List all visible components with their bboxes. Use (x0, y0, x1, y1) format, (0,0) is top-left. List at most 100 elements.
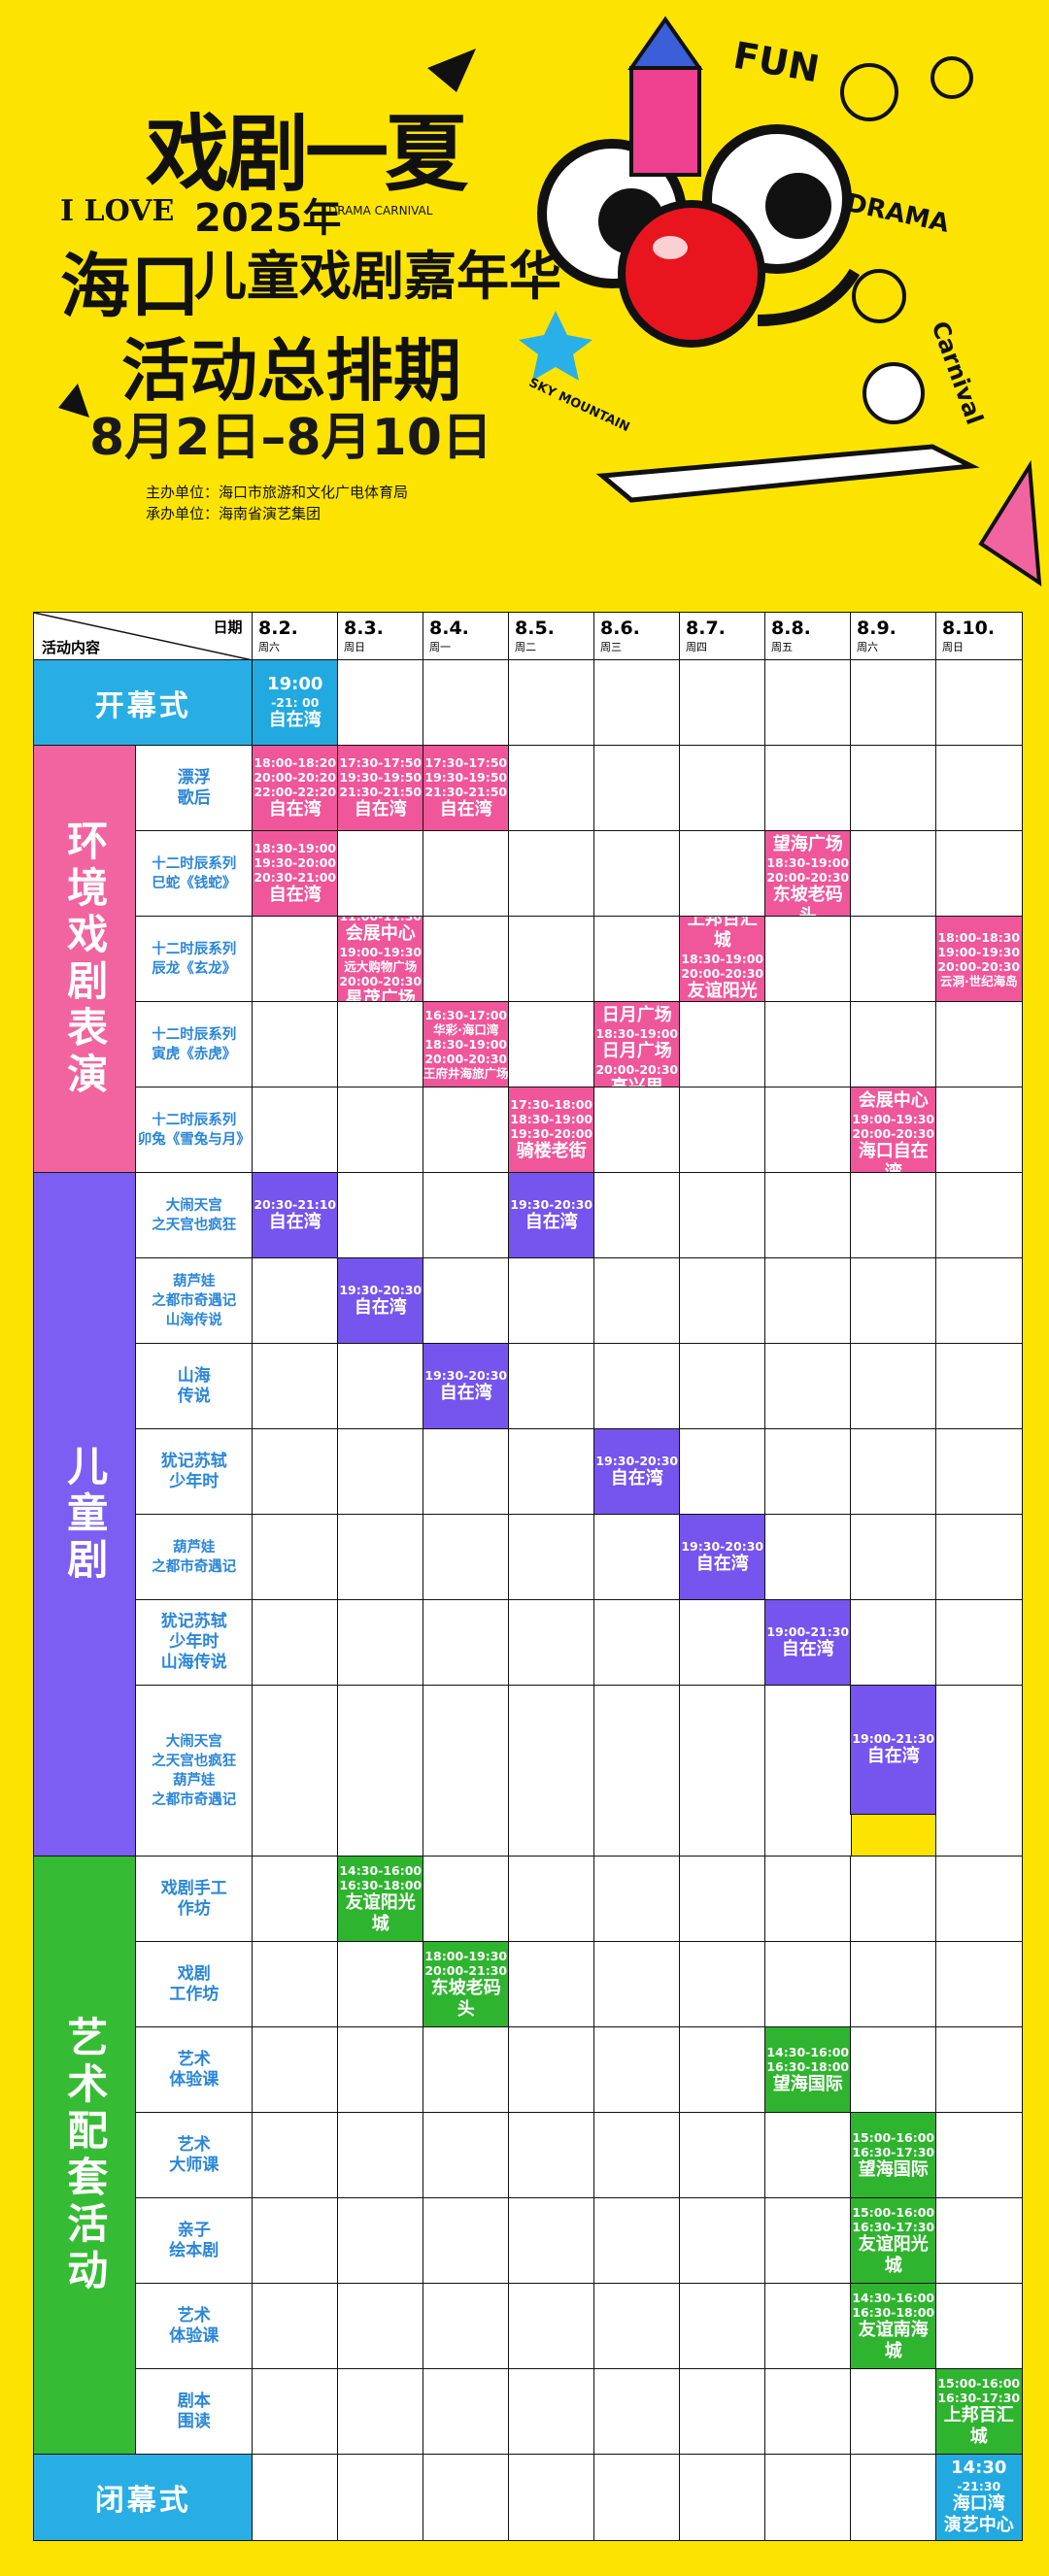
row-label-line: 戏剧 (177, 1963, 211, 1984)
empty-cell (764, 916, 852, 1003)
row-label-line: 少年时 (169, 1632, 220, 1653)
row-label: 戏剧手工 作坊 (135, 1856, 254, 1943)
row-label-line: 之都市奇遇记 (152, 1558, 237, 1575)
row-label-line: 艺术 (177, 2134, 211, 2155)
nose (618, 200, 765, 348)
empty-cell (679, 1428, 766, 1516)
empty-cell (935, 1599, 1023, 1687)
party-hat (978, 459, 1042, 586)
event-line: 自在湾 (354, 799, 407, 820)
empty-cell (593, 916, 681, 1003)
corner-date: 日期 (213, 619, 243, 636)
event-line: 19:00-21:30 (766, 1624, 850, 1640)
empty-cell (508, 830, 595, 918)
empty-cell (423, 2454, 510, 2541)
row-label-line: 大闹天宫 (165, 1733, 222, 1750)
empty-cell (593, 2454, 681, 2541)
event-line: 18:30-19:00 (595, 1026, 679, 1042)
event-line: 自在湾 (781, 1639, 834, 1660)
row-label-line: 巳蛇《钱蛇》 (152, 875, 237, 891)
event-line: 14:30-16:00 (852, 2290, 935, 2305)
event-line: 自在湾 (866, 1746, 920, 1767)
row-label: 十二时辰系列 巳蛇《钱蛇》 (135, 830, 254, 918)
event-line: 19:30-19:50 (339, 770, 423, 786)
event-line: 自在湾 (268, 799, 321, 820)
row-label-line: 剧本 (177, 2391, 211, 2411)
empty-cell (423, 2026, 510, 2114)
empty-cell (935, 1941, 1023, 2028)
empty-cell (679, 1685, 766, 1857)
event-cell: 18:00-19:30 20:00-21:30 东坡老码头 (423, 1941, 510, 2028)
group-cell: 环境戏剧表演 (33, 745, 137, 1174)
event-line: 自在湾 (268, 885, 321, 906)
empty-cell (935, 1172, 1023, 1259)
row-label: 戏剧 工作坊 (135, 1941, 254, 2028)
row-label: 亲子 绘本剧 (135, 2197, 254, 2285)
empty-cell (593, 1941, 681, 2028)
event-line: 高兴里 (610, 1077, 663, 1088)
event-line: 16:30-17:00 (766, 831, 849, 834)
empty-cell (508, 2112, 595, 2199)
empty-cell (508, 2197, 595, 2285)
empty-cell (935, 659, 1023, 747)
group-cell: 儿童剧 (33, 1172, 137, 1857)
event-line: 20:00-20:30 (595, 1062, 679, 1078)
event-line: 自在湾 (695, 1554, 749, 1575)
poster-header (58, 16, 1042, 586)
empty-cell (423, 2112, 510, 2199)
empty-cell (850, 2368, 937, 2456)
empty-cell (935, 1514, 1023, 1601)
empty-cell (593, 2368, 681, 2456)
empty-cell (508, 2026, 595, 2114)
event-line: 自在湾 (268, 1212, 321, 1233)
row-label-line: 绘本剧 (169, 2240, 220, 2260)
event-line: 18:30-19:00 (510, 1112, 593, 1127)
row-label: 葫芦娃 之都市奇遇记 (135, 1514, 254, 1601)
event-line: 17:30-17:50 (424, 755, 508, 771)
event-cell: 19:00-21:30 自在湾 (764, 1599, 852, 1687)
event-line: 19:30-20:30 (510, 1197, 593, 1213)
event-line: 16:30-17:30 (852, 2219, 935, 2234)
row-label-line: 体验课 (169, 2325, 220, 2346)
row-label-line: 作坊 (177, 1898, 211, 1919)
empty-cell (679, 1172, 766, 1259)
empty-cell (593, 1514, 681, 1601)
event-line: 19:30-20:00 (510, 1126, 593, 1142)
event-line: 骑楼老街 (516, 1141, 587, 1162)
empty-cell (252, 2112, 339, 2199)
row-label: 十二时辰系列 辰龙《玄龙》 (135, 916, 254, 1003)
event-cell: 15:00-16:00 16:30-17:30 友谊阳光城 (850, 2197, 937, 2285)
row-label: 艺术 体验课 (135, 2283, 254, 2370)
empty-cell (679, 659, 766, 747)
event-cell: 18:30-19:00 19:30-20:00 20:30-21:00 自在湾 (252, 830, 339, 918)
empty-cell (764, 1001, 852, 1088)
event-line: 20:00-20:30 (766, 870, 850, 886)
empty-cell (850, 1941, 937, 2028)
empty-cell (593, 830, 681, 918)
event-line: 16:30-18:00 (852, 2304, 935, 2320)
event-line: 18:30-19:00 (424, 1037, 508, 1053)
empty-cell (508, 1856, 595, 1943)
empty-cell (423, 1856, 510, 1943)
empty-cell (337, 1941, 424, 2028)
event-line: 14:30-16:00 (766, 2044, 850, 2059)
row-label-line: 工作坊 (169, 1984, 220, 2004)
empty-cell (593, 2283, 681, 2370)
empty-cell (593, 2026, 681, 2114)
empty-cell (252, 1257, 339, 1345)
row-label-line: 传说 (177, 1386, 211, 1406)
event-cell: 15:00-16:00 16:30-17:30 望海国际 (850, 2112, 937, 2199)
row-label-line: 大闹天宫 (165, 1197, 222, 1214)
group-cell: 艺术配套活动 (33, 1856, 137, 2456)
empty-cell (252, 1514, 339, 1601)
weekday: 周二 (515, 641, 536, 654)
event-cell: 14:30 -21:30 海口湾 演艺中心 (935, 2454, 1023, 2541)
event-line: 20:00-20:20 (254, 770, 337, 786)
event-line: 18:00-19:30 (424, 1948, 508, 1963)
event-line: 16:30-17:30 (852, 2144, 935, 2159)
date: 8.10. (942, 618, 996, 640)
empty-cell (252, 1941, 339, 2028)
event-line: 14:30-16:00 (339, 1862, 423, 1878)
event-line: 16:30-18:00 (766, 2058, 850, 2074)
event-cell: 16:30-17:00望海广场18:30-19:0020:00-20:30东坡老… (764, 830, 852, 918)
